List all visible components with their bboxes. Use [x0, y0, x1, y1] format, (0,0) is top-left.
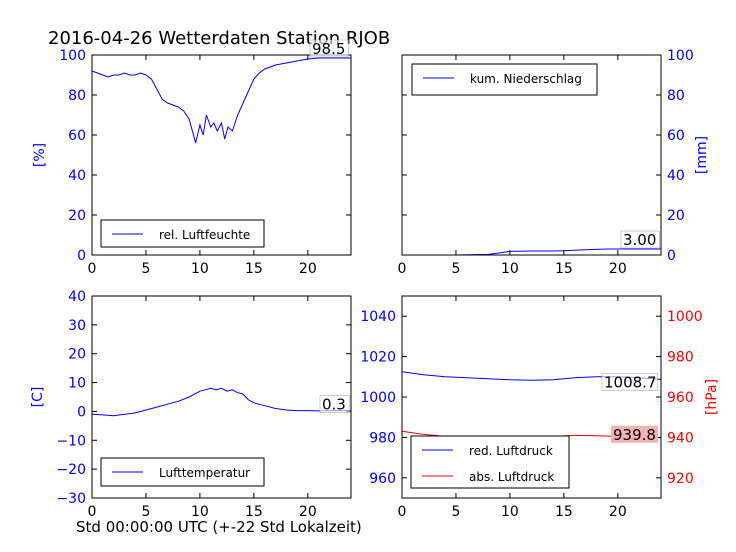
pressure-y-axis-label: [hPa] — [704, 379, 720, 415]
humidity-annotation-box — [309, 39, 349, 58]
precipitation-y-tick-label: 20 — [667, 208, 685, 224]
pressure-y2-tick-label: 960 — [667, 390, 694, 406]
pressure-y2-tick-label: 920 — [667, 471, 694, 487]
pressure-annotation-label: 939.8 — [613, 426, 656, 444]
temperature-y-tick-label: 30 — [68, 318, 86, 334]
precipitation-y-tick-label: 60 — [667, 128, 685, 144]
pressure-annotation-box — [611, 425, 658, 443]
humidity-y-tick-label: 40 — [68, 168, 86, 184]
pressure-annotation-box — [601, 373, 658, 391]
humidity-x-tick-label: 5 — [141, 261, 150, 277]
precipitation-legend-box — [411, 63, 598, 96]
precipitation-x-tick-label: 5 — [451, 261, 460, 277]
pressure-y2-tick-label: 1000 — [667, 309, 703, 325]
pressure-panel: 0 5 10 15 20 960 980 1000 1020 1040 920 940 960 980 10… — [360, 295, 720, 520]
humidity-axes-frame — [91, 54, 352, 256]
precipitation-axes-frame — [401, 54, 662, 256]
temperature-x-tick-label: 20 — [299, 504, 317, 520]
humidity-x-tick-label: 10 — [191, 261, 209, 277]
humidity-legend-label: rel. Luftfeuchte — [159, 228, 250, 242]
temperature-y-tick-label: 0 — [77, 404, 86, 420]
pressure-x-tick-label: 15 — [555, 504, 573, 520]
pressure-x-tick-label: 0 — [398, 504, 407, 520]
temperature-y-tick-label: 10 — [68, 376, 86, 392]
precipitation-y-axis-label: [mm] — [694, 136, 710, 174]
pressure-annotation-label: 1008.7 — [604, 373, 657, 391]
temperature-panel: 0 5 10 15 20 40 30 20 10 0 −10 −20 −30 [C] 0.3 Lufttemp… — [30, 289, 352, 520]
temperature-y-tick-label: −20 — [56, 462, 86, 478]
temperature-x-tick-label: 10 — [191, 504, 209, 520]
pressure-y2-tick-label: 980 — [667, 350, 694, 366]
precipitation-annotation-label: 3.00 — [623, 231, 656, 249]
precipitation-annotation-box — [620, 230, 660, 249]
temperature-legend-label: Lufttemperatur — [159, 466, 250, 480]
humidity-y-axis-label: [%] — [32, 143, 48, 167]
precipitation-y-tick-label: 40 — [667, 168, 685, 184]
figure-title: 2016-04-26 Wetterdaten Station RJOB — [48, 28, 390, 49]
humidity-panel: 0 5 10 15 20 0 20 40 60 80 100 [%] 98.5 rel. Luftfeuc… — [32, 39, 352, 277]
precipitation-legend-label: kum. Niederschlag — [470, 72, 582, 86]
precipitation-x-tick-label: 15 — [555, 261, 573, 277]
precipitation-y-tick-label: 80 — [667, 88, 685, 104]
temperature-axes-frame — [91, 295, 352, 499]
precipitation-x-tick-label: 20 — [609, 261, 627, 277]
temperature-annotation-label: 0.3 — [322, 396, 346, 414]
humidity-series-line-0 — [92, 57, 351, 144]
pressure-x-tick-label: 5 — [451, 504, 460, 520]
pressure-y2-tick-label: 940 — [667, 430, 694, 446]
humidity-y-tick-label: 80 — [68, 88, 86, 104]
temperature-series-line-0 — [92, 387, 351, 417]
temperature-x-tick-label: 0 — [88, 504, 97, 520]
humidity-x-tick-label: 0 — [88, 261, 97, 277]
temperature-y-tick-label: −30 — [56, 491, 86, 507]
temperature-x-tick-label: 5 — [141, 504, 150, 520]
humidity-y-tick-label: 100 — [59, 48, 86, 64]
humidity-y-tick-label: 20 — [68, 208, 86, 224]
pressure-y-tick-label: 960 — [369, 471, 396, 487]
temperature-y-tick-label: 40 — [68, 289, 86, 305]
precipitation-x-tick-label: 10 — [501, 261, 519, 277]
temperature-y-axis-label: [C] — [30, 387, 46, 408]
precipitation-y-tick-label: 0 — [667, 248, 676, 264]
humidity-y-tick-label: 60 — [68, 128, 86, 144]
temperature-y-tick-label: 20 — [68, 347, 86, 363]
precipitation-series-line-0 — [402, 248, 661, 255]
temperature-annotation-box — [319, 395, 351, 413]
pressure-x-tick-label: 20 — [609, 504, 627, 520]
pressure-y-tick-label: 980 — [369, 430, 396, 446]
pressure-y-tick-label: 1000 — [360, 390, 396, 406]
precipitation-x-tick-label: 0 — [398, 261, 407, 277]
pressure-x-tick-label: 10 — [501, 504, 519, 520]
precipitation-y-tick-label: 100 — [667, 48, 694, 64]
pressure-y-tick-label: 1040 — [360, 309, 396, 325]
pressure-legend-label: red. Luftdruck — [469, 444, 553, 458]
precipitation-panel: 0 5 10 15 20 0 20 40 60 80 100 [mm] 3.00 kum. Nieders… — [398, 48, 710, 277]
pressure-legend-box — [410, 435, 570, 489]
pressure-y-tick-label: 1020 — [360, 350, 396, 366]
temperature-y-tick-label: −10 — [56, 433, 86, 449]
humidity-annotation-label: 98.5 — [312, 40, 345, 58]
humidity-x-tick-label: 20 — [299, 261, 317, 277]
humidity-x-tick-label: 15 — [245, 261, 263, 277]
temperature-x-tick-label: 15 — [245, 504, 263, 520]
pressure-legend-label: abs. Luftdruck — [469, 470, 554, 484]
x-axis-label: Std 00:00:00 UTC (+-22 Std Lokalzeit) — [76, 518, 362, 536]
humidity-y-tick-label: 0 — [77, 248, 86, 264]
